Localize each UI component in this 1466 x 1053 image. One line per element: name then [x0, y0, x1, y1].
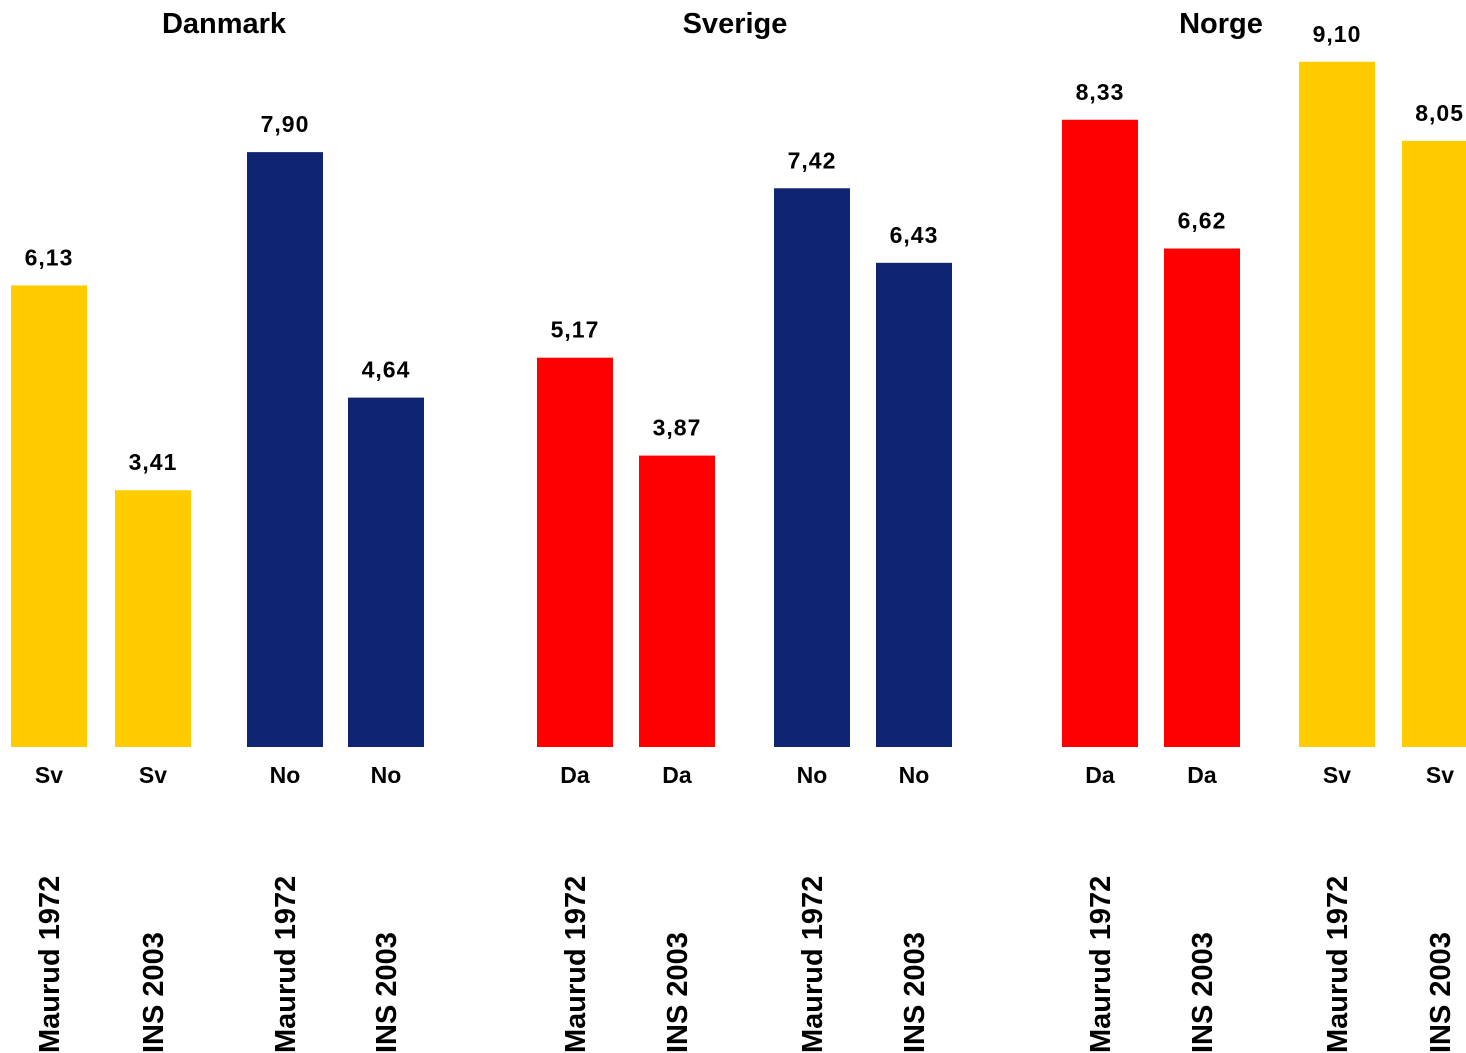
source-label-danmark-1: Maurud 1972 [34, 876, 66, 1053]
bar-norge-2 [1164, 248, 1240, 747]
bar-danmark-4 [348, 397, 424, 747]
bar-sverige-3 [774, 188, 850, 748]
source-label-sverige-4: INS 2003 [899, 932, 931, 1053]
language-label-sverige-2: Da [662, 762, 692, 788]
source-label-danmark-3: Maurud 1972 [270, 876, 302, 1053]
source-label-norge-3: Maurud 1972 [1322, 876, 1354, 1053]
bar-norge-3 [1299, 61, 1375, 747]
bar-danmark-1 [11, 285, 87, 747]
bar-sverige-2 [639, 455, 715, 747]
bar-norge-4 [1402, 140, 1466, 747]
group-title-norge: Norge [1179, 8, 1263, 40]
source-label-danmark-4: INS 2003 [371, 932, 403, 1053]
value-labels: 6,13 3,41 7,90 4,64 5,17 3,87 7,42 6,43 8,33 6,62… [25, 21, 1464, 475]
value-label-norge-1: 8,33 [1076, 79, 1125, 105]
language-label-sverige-1: Da [560, 762, 590, 788]
value-label-sverige-3: 7,42 [788, 147, 837, 173]
source-label-sverige-1: Maurud 1972 [560, 876, 592, 1053]
bar-danmark-2 [115, 490, 191, 747]
value-label-norge-4: 8,05 [1415, 100, 1464, 126]
bar-sverige-1 [537, 357, 613, 747]
language-label-sverige-3: No [797, 762, 828, 788]
value-label-sverige-2: 3,87 [653, 415, 702, 441]
language-label-sverige-4: No [899, 762, 930, 788]
value-label-danmark-3: 7,90 [261, 111, 310, 137]
source-label-norge-1: Maurud 1972 [1085, 876, 1117, 1053]
value-label-sverige-4: 6,43 [890, 222, 939, 248]
source-label-sverige-2: INS 2003 [662, 932, 694, 1053]
language-label-norge-3: Sv [1323, 762, 1351, 788]
value-label-norge-3: 9,10 [1313, 21, 1362, 47]
group-title-danmark: Danmark [162, 8, 287, 40]
language-label-norge-2: Da [1187, 762, 1217, 788]
source-label-norge-2: INS 2003 [1187, 932, 1219, 1053]
language-label-norge-1: Da [1085, 762, 1115, 788]
value-label-danmark-4: 4,64 [362, 357, 411, 383]
source-label-sverige-3: Maurud 1972 [797, 876, 829, 1053]
group-title-sverige: Sverige [683, 8, 788, 40]
language-label-danmark-3: No [270, 762, 301, 788]
bar-danmark-3 [247, 152, 323, 747]
value-label-danmark-1: 6,13 [25, 244, 74, 270]
language-label-danmark-4: No [371, 762, 402, 788]
source-labels: Maurud 1972 INS 2003 Maurud 1972 INS 2003 Ma… [34, 876, 1457, 1053]
bar-norge-1 [1062, 119, 1138, 748]
value-label-norge-2: 6,62 [1178, 208, 1227, 234]
language-labels: Sv Sv No No Da Da No No Da Da Sv Sv [35, 762, 1454, 788]
language-label-norge-4: Sv [1426, 762, 1454, 788]
bars [11, 61, 1466, 748]
group-titles: Danmark Sverige Norge [162, 8, 1263, 40]
value-label-danmark-2: 3,41 [129, 449, 178, 475]
source-label-norge-4: INS 2003 [1425, 932, 1457, 1053]
bar-sverige-4 [876, 262, 952, 747]
language-label-danmark-2: Sv [139, 762, 167, 788]
value-label-sverige-1: 5,17 [551, 317, 600, 343]
source-label-danmark-2: INS 2003 [138, 932, 170, 1053]
language-label-danmark-1: Sv [35, 762, 63, 788]
